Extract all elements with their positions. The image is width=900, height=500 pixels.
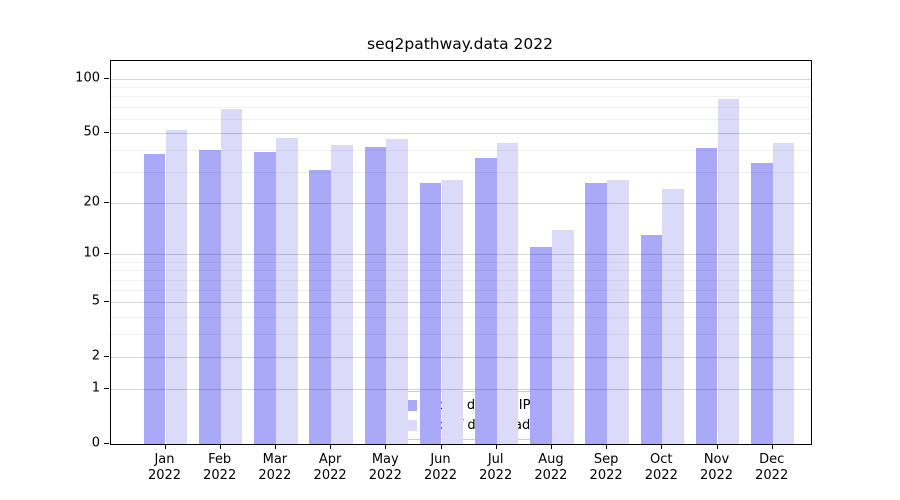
x-tick-mark-jan [164,444,166,449]
x-tick-label-jun: Jun 2022 [423,452,458,483]
x-tick-mark-sep [606,444,608,449]
x-tick-label-dec: Dec 2022 [755,452,789,483]
y-tick-label-10: 10 [83,245,100,261]
y-tick-mark-5 [104,301,109,303]
x-axis: Jan 2022 Feb 2022 Mar 2022 Apr 2022 May 2022… [110,452,810,492]
x-tick-mark-feb [219,444,221,449]
bar-downloads-oct [662,189,684,444]
y-tick-label-5: 5 [91,293,100,309]
bar-downloads-aug [551,229,574,444]
x-tick-label-sep: Sep 2022 [589,452,623,483]
x-tick-mark-apr [330,444,332,449]
bar-downloads-nov [717,99,740,444]
gridline-major-100 [111,78,811,80]
x-tick-mark-dec [771,444,773,449]
bar-downloads-may [386,139,408,444]
bar-distinct-ips-jun [419,183,442,444]
bar-distinct-ips-sep [585,183,608,444]
x-tick-label-jan: Jan 2022 [147,452,182,483]
bar-distinct-ips-apr [309,169,332,444]
x-tick-mark-aug [550,444,552,449]
y-axis: 100 50 20 10 5 2 1 0 [0,60,100,449]
gridline-minor-80 [111,96,811,98]
y-tick-mark-2 [104,356,109,358]
y-tick-mark-50 [104,131,109,133]
y-tick-label-2: 2 [91,348,100,364]
gridline-minor-90 [111,87,811,89]
bar-downloads-feb [220,109,243,444]
bar-downloads-jun [441,180,464,444]
bar-distinct-ips-aug [530,247,552,444]
bar-downloads-sep [607,180,629,444]
y-tick-label-0: 0 [91,435,100,451]
y-tick-mark-0 [104,443,109,444]
y-tick-label-20: 20 [83,194,100,210]
bar-downloads-mar [275,137,298,444]
bar-distinct-ips-feb [199,150,221,444]
x-tick-mark-jun [440,444,442,449]
x-tick-label-aug: Aug 2022 [534,452,568,483]
x-tick-mark-oct [661,444,663,449]
bar-downloads-dec [772,142,795,444]
x-tick-label-oct: Oct 2022 [644,452,678,483]
x-tick-mark-mar [274,444,276,449]
y-tick-mark-100 [104,77,109,79]
y-tick-label-1: 1 [91,380,100,396]
y-tick-label-100: 100 [75,70,100,86]
bar-distinct-ips-jul [475,158,497,444]
y-tick-mark-1 [104,388,109,390]
x-tick-label-nov: Nov 2022 [699,452,734,483]
bar-downloads-jul [496,142,519,444]
gridline-minor-60 [111,118,811,120]
x-tick-mark-nov [716,444,718,449]
bar-distinct-ips-may [364,146,387,444]
x-tick-mark-jul [495,444,497,449]
x-tick-label-mar: Mar 2022 [258,452,292,483]
y-tick-mark-10 [104,253,109,255]
plot-area: Nb of distinct IPs Nb of downloads [110,60,812,445]
chart-title: seq2pathway.data 2022 [367,35,553,53]
bar-distinct-ips-jan [143,154,166,444]
bar-downloads-jan [165,129,188,444]
x-tick-label-may: May 2022 [368,452,402,483]
y-tick-label-50: 50 [83,124,100,140]
y-tick-mark-20 [104,202,109,204]
gridline-major-50 [111,132,811,134]
x-tick-mark-may [385,444,387,449]
bar-distinct-ips-dec [751,162,773,444]
bar-distinct-ips-nov [695,148,718,444]
bar-distinct-ips-mar [254,152,276,444]
bar-distinct-ips-oct [640,235,663,444]
bar-downloads-apr [331,144,353,444]
x-tick-label-jul: Jul 2022 [479,452,513,483]
x-tick-label-apr: Apr 2022 [313,452,347,483]
gridline-minor-70 [111,106,811,108]
x-tick-label-feb: Feb 2022 [203,452,237,483]
